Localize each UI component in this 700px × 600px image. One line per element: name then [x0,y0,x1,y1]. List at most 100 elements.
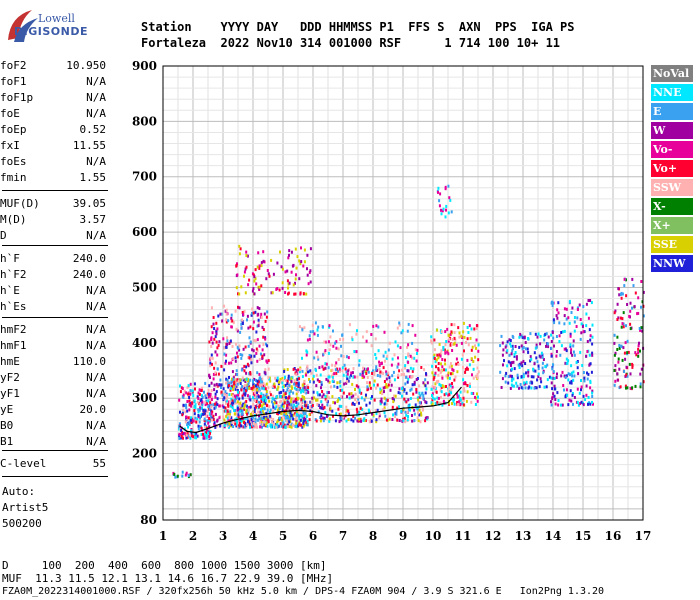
echo-point [275,401,278,405]
echo-point [340,354,343,358]
echo-point [225,345,228,349]
echo-point [555,354,558,358]
echo-point [234,381,237,385]
echo-point [362,366,364,370]
echo-point [240,388,243,392]
echo-point [307,282,310,286]
echo-point [207,421,210,425]
echo-point [401,419,404,423]
echo-point [256,379,259,383]
echo-point [579,402,582,405]
echo-point [282,389,285,393]
echo-point [550,301,553,305]
echo-point [281,267,284,271]
echo-point [262,423,265,427]
echo-point [247,420,249,423]
echo-point [619,316,622,320]
echo-point [411,356,414,360]
echo-point [286,403,289,407]
echo-point [351,336,353,340]
echo-point [377,325,380,329]
echo-point [254,399,256,403]
echo-point [552,336,555,340]
echo-point [318,366,321,370]
echo-point [252,273,255,277]
echo-point [339,384,342,388]
echo-point [636,312,639,316]
echo-point [241,322,244,325]
echo-point [407,322,410,326]
echo-point [341,333,344,337]
echo-point [626,351,629,355]
echo-point [617,360,620,364]
echo-point [193,412,196,416]
echo-point [324,340,327,344]
echo-point [366,385,369,389]
echo-point [425,387,428,391]
echo-point [287,415,290,419]
echo-point [321,365,324,369]
echo-point [335,371,338,375]
echo-point [433,357,436,360]
echo-point [236,382,239,386]
echo-point [263,312,266,316]
param-value: 55 [92,457,106,470]
echo-point [640,305,642,309]
echo-point [297,422,300,426]
echo-point [296,381,298,385]
echo-point [178,432,181,436]
echo-point [225,397,228,401]
echo-point [258,264,261,268]
echo-point [232,377,235,381]
echo-point [441,403,444,407]
echo-point [576,306,579,310]
echo-point [234,309,237,313]
echo-point [443,368,446,372]
echo-point [440,212,443,216]
echo-point [375,386,378,390]
echo-point [345,374,348,378]
echo-point [409,388,412,392]
echo-point [300,388,303,392]
echo-point [352,401,354,405]
echo-point [466,367,469,371]
echo-point [238,397,241,401]
echo-point [251,289,254,293]
param-row: h`F2 240.0 [0,267,106,283]
echo-point [462,330,465,334]
echo-point [422,394,425,398]
echo-point [413,356,416,360]
echo-point [234,401,237,405]
echo-point [378,367,381,371]
echo-point [563,374,566,378]
echo-point [213,327,216,330]
echo-point [256,391,258,394]
echo-point [404,420,407,424]
echo-point [533,386,536,390]
echo-point [460,334,463,338]
echo-point [255,351,258,355]
echo-point [306,384,309,388]
param-name: fmin [0,171,27,184]
echo-point [452,399,455,403]
echo-point [228,422,231,426]
echo-point [214,402,217,406]
echo-point [455,343,458,347]
echo-point [616,318,619,321]
echo-point [522,346,525,349]
echo-point [288,392,291,396]
echo-point [239,353,242,356]
echo-point [235,327,238,331]
echo-point [278,416,281,420]
echo-point [587,396,590,399]
echo-point [388,341,391,345]
echo-point [261,423,264,426]
echo-point [354,388,356,391]
echo-point [242,347,245,351]
echo-point [556,391,559,395]
echo-point [522,350,525,354]
echo-point [403,389,406,393]
echo-point [275,405,278,409]
echo-point [243,403,246,407]
